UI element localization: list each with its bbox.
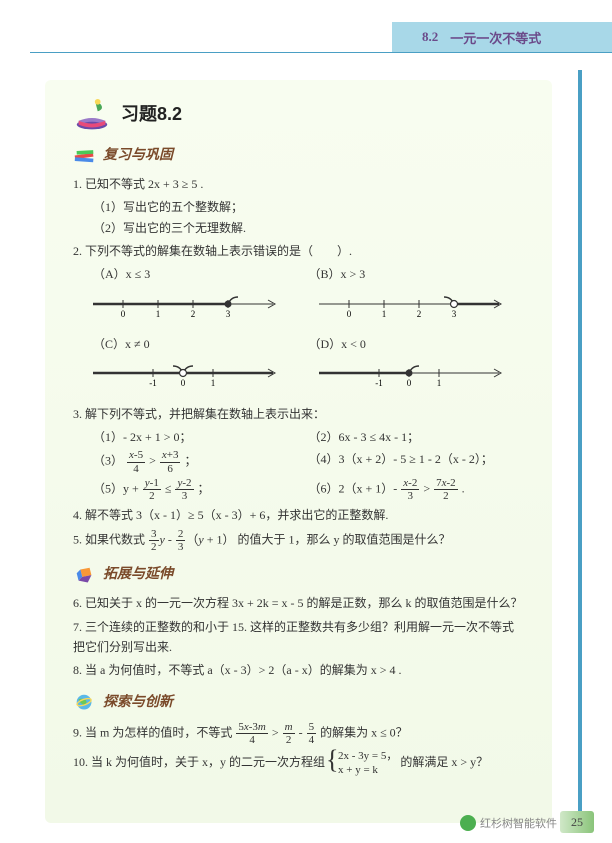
svg-text:2: 2: [416, 309, 421, 319]
q3-5: （5）y + y-12 ≤ y-23 ；: [73, 477, 309, 502]
section-3-title: 探索与创新: [103, 691, 173, 715]
q1-sub1: （1）写出它的五个整数解；: [73, 197, 524, 217]
svg-text:0: 0: [346, 309, 351, 319]
numline-d: -1 0 1: [299, 358, 525, 395]
right-stripe: [578, 70, 582, 820]
title-row: 习题8.2: [73, 98, 524, 130]
numline-b: 0 1 2 3: [299, 289, 525, 326]
section-1-title: 复习与巩固: [103, 144, 173, 168]
svg-text:1: 1: [436, 378, 441, 388]
section-2-title: 拓展与延伸: [103, 563, 173, 587]
header-rule: [30, 52, 612, 53]
q3-3: （3） x-54 > x+36 ；: [73, 449, 309, 474]
svg-text:3: 3: [451, 309, 456, 319]
svg-text:3: 3: [226, 309, 231, 319]
q10: 10. 当 k 为何值时，关于 x，y 的二元一次方程组 2x - 3y = 5…: [73, 749, 524, 778]
chapter-num: 8.2: [422, 29, 438, 45]
q3: 3. 解下列不等式，并把解集在数轴上表示出来：: [73, 404, 524, 424]
books-icon: [73, 145, 97, 167]
page-title: 习题8.2: [121, 99, 182, 130]
q5: 5. 如果代数式 32y - 23（y + 1） 的值大于 1，那么 y 的取值…: [73, 528, 524, 553]
globe-icon: [73, 692, 97, 714]
svg-text:-1: -1: [149, 378, 157, 388]
cube-icon: [73, 564, 97, 586]
svg-text:0: 0: [121, 309, 126, 319]
watermark-icon: [460, 815, 476, 831]
q2-opt-a: （A）x ≤ 3: [73, 264, 309, 284]
page-number: 25: [560, 811, 594, 833]
q1-sub2: （2）写出它的三个无理数解.: [73, 218, 524, 238]
watermark: 红杉树智能软件: [460, 815, 557, 831]
q3-6: （6）2（x + 1）- x-23 > 7x-22 .: [309, 477, 525, 502]
svg-text:1: 1: [156, 309, 161, 319]
svg-text:1: 1: [381, 309, 386, 319]
q2-opt-c: （C）x ≠ 0: [73, 334, 309, 354]
book-lamp-icon: [73, 98, 111, 130]
q1: 1. 已知不等式 2x + 3 ≥ 5 .: [73, 174, 524, 194]
content-panel: 习题8.2 复习与巩固 1. 已知不等式 2x + 3 ≥ 5 . （1）写出它…: [45, 80, 552, 823]
q6: 6. 已知关于 x 的一元一次方程 3x + 2k = x - 5 的解是正数，…: [73, 593, 524, 613]
q2: 2. 下列不等式的解集在数轴上表示错误的是（ ）.: [73, 241, 524, 261]
q4: 4. 解不等式 3（x - 1）≥ 5（x - 3）+ 6，并求出它的正整数解.: [73, 505, 524, 525]
numline-a: 0 1 2 3: [73, 289, 299, 326]
section-2-header: 拓展与延伸: [73, 563, 524, 587]
chapter-title: 一元一次不等式: [450, 28, 541, 47]
q2-opt-b: （B）x > 3: [309, 264, 525, 284]
svg-text:0: 0: [181, 378, 186, 388]
svg-text:-1: -1: [375, 378, 383, 388]
svg-text:0: 0: [406, 378, 411, 388]
numline-c: -1 0 1: [73, 358, 299, 395]
q9: 9. 当 m 为怎样的值时，不等式 5x-3m4 > m2 - 54 的解集为 …: [73, 721, 524, 746]
section-1-header: 复习与巩固: [73, 144, 524, 168]
q8: 8. 当 a 为何值时，不等式 a（x - 3）> 2（a - x）的解集为 x…: [73, 660, 524, 680]
q3-1: （1）- 2x + 1 > 0；: [73, 427, 309, 447]
section-3-header: 探索与创新: [73, 691, 524, 715]
chapter-header: 8.2 一元一次不等式: [392, 22, 612, 52]
q7: 7. 三个连续的正整数的和小于 15. 这样的正整数共有多少组？利用解一元一次不…: [73, 617, 524, 658]
svg-text:2: 2: [191, 309, 196, 319]
q2-opt-d: （D）x < 0: [309, 334, 525, 354]
q3-2: （2）6x - 3 ≤ 4x - 1；: [309, 427, 525, 447]
q3-4: （4）3（x + 2）- 5 ≥ 1 - 2（x - 2）；: [309, 449, 525, 474]
svg-text:1: 1: [211, 378, 216, 388]
page: 8.2 一元一次不等式 习题8.2: [0, 0, 612, 843]
watermark-text: 红杉树智能软件: [480, 815, 557, 831]
